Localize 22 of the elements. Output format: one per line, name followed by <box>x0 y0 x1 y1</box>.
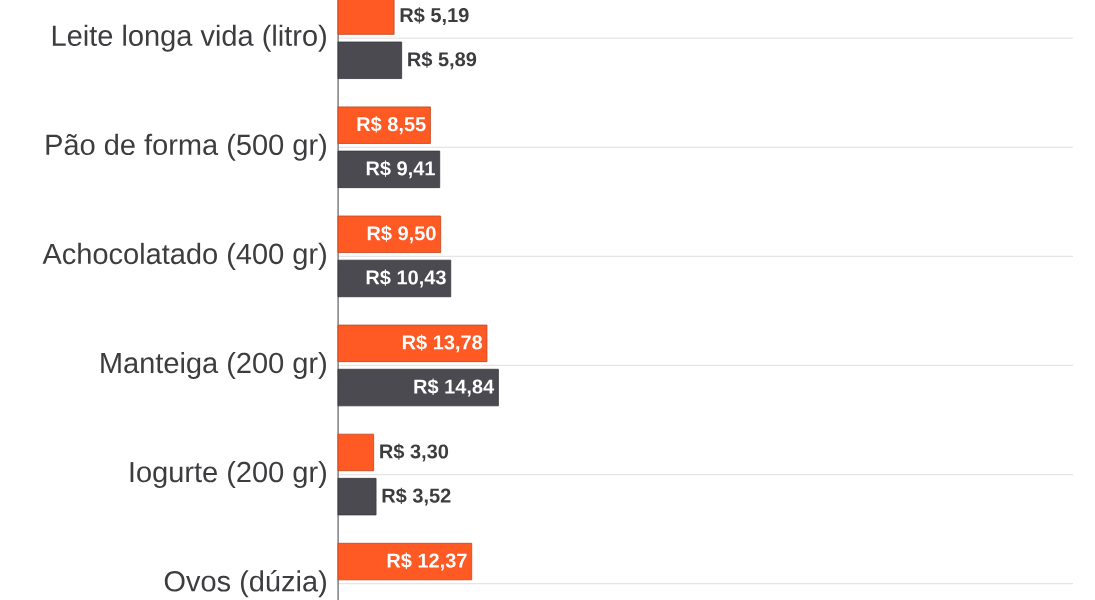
bar <box>337 215 442 253</box>
y-tick-label: Leite longa vida (litro) <box>52 24 326 52</box>
y-tick-label: Achocolatado (400 gr) <box>42 242 326 270</box>
data-label: R$ 3,52 <box>382 487 451 506</box>
data-label: R$ 10,43 <box>366 269 446 288</box>
data-label: R$ 5,89 <box>408 51 477 70</box>
data-label: R$ 12,37 <box>387 552 467 571</box>
y-tick-label: Ovos (dúzia) <box>164 569 326 598</box>
data-label: R$ 8,55 <box>357 116 426 135</box>
data-label: R$ 5,19 <box>400 7 469 26</box>
bar <box>337 106 431 144</box>
y-tick-label: Pão de forma (500 gr) <box>46 133 326 161</box>
data-label: R$ 9,41 <box>366 160 435 179</box>
bar <box>337 542 473 581</box>
data-label: R$ 9,50 <box>367 225 436 244</box>
y-tick-label: Iogurte (200 gr) <box>130 461 326 489</box>
data-label: R$ 13,78 <box>402 334 483 353</box>
data-label: R$ 3,30 <box>380 443 449 462</box>
data-label: R$ 14,84 <box>414 378 495 397</box>
y-tick-label: Manteiga (200 gr) <box>101 351 326 379</box>
bar <box>337 433 375 472</box>
bar <box>337 324 488 363</box>
